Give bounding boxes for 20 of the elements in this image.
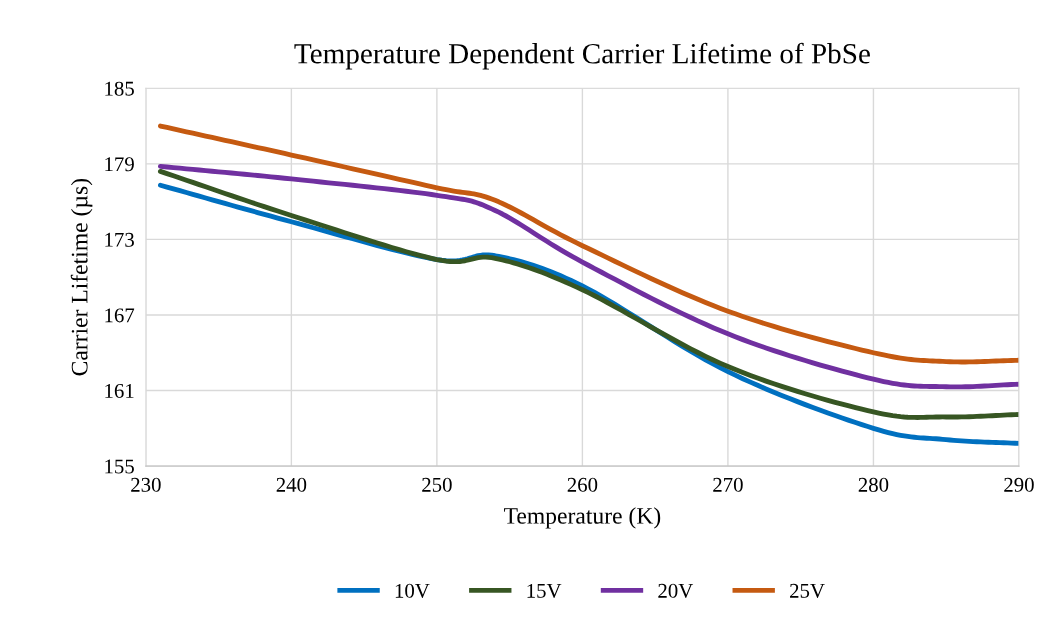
- x-tick-label: 230: [131, 477, 161, 492]
- x-tick-label: 270: [713, 477, 743, 492]
- y-axis-title: Carrier Lifetime (µs): [70, 178, 93, 376]
- x-tick-label: 280: [858, 477, 889, 492]
- y-tick-label: 179: [105, 157, 134, 172]
- y-tick-label: 173: [105, 232, 134, 247]
- y-tick-label: 167: [105, 308, 135, 323]
- legend-label: 15V: [527, 583, 562, 598]
- legend-label: 10V: [395, 583, 430, 598]
- legend-label: 20V: [658, 583, 694, 598]
- x-axis-title: Temperature (K): [504, 507, 661, 529]
- legend-label: 25V: [790, 583, 825, 598]
- y-tick-label: 155: [105, 459, 134, 474]
- x-tick-label: 290: [1004, 477, 1034, 492]
- x-tick-label: 260: [567, 477, 598, 492]
- x-tick-label: 250: [422, 477, 452, 492]
- y-tick-label: 185: [105, 81, 134, 96]
- y-tick-label: 161: [105, 383, 134, 398]
- chart-title: Temperature Dependent Carrier Lifetime of PbSe: [294, 42, 870, 70]
- x-tick-label: 240: [276, 477, 307, 492]
